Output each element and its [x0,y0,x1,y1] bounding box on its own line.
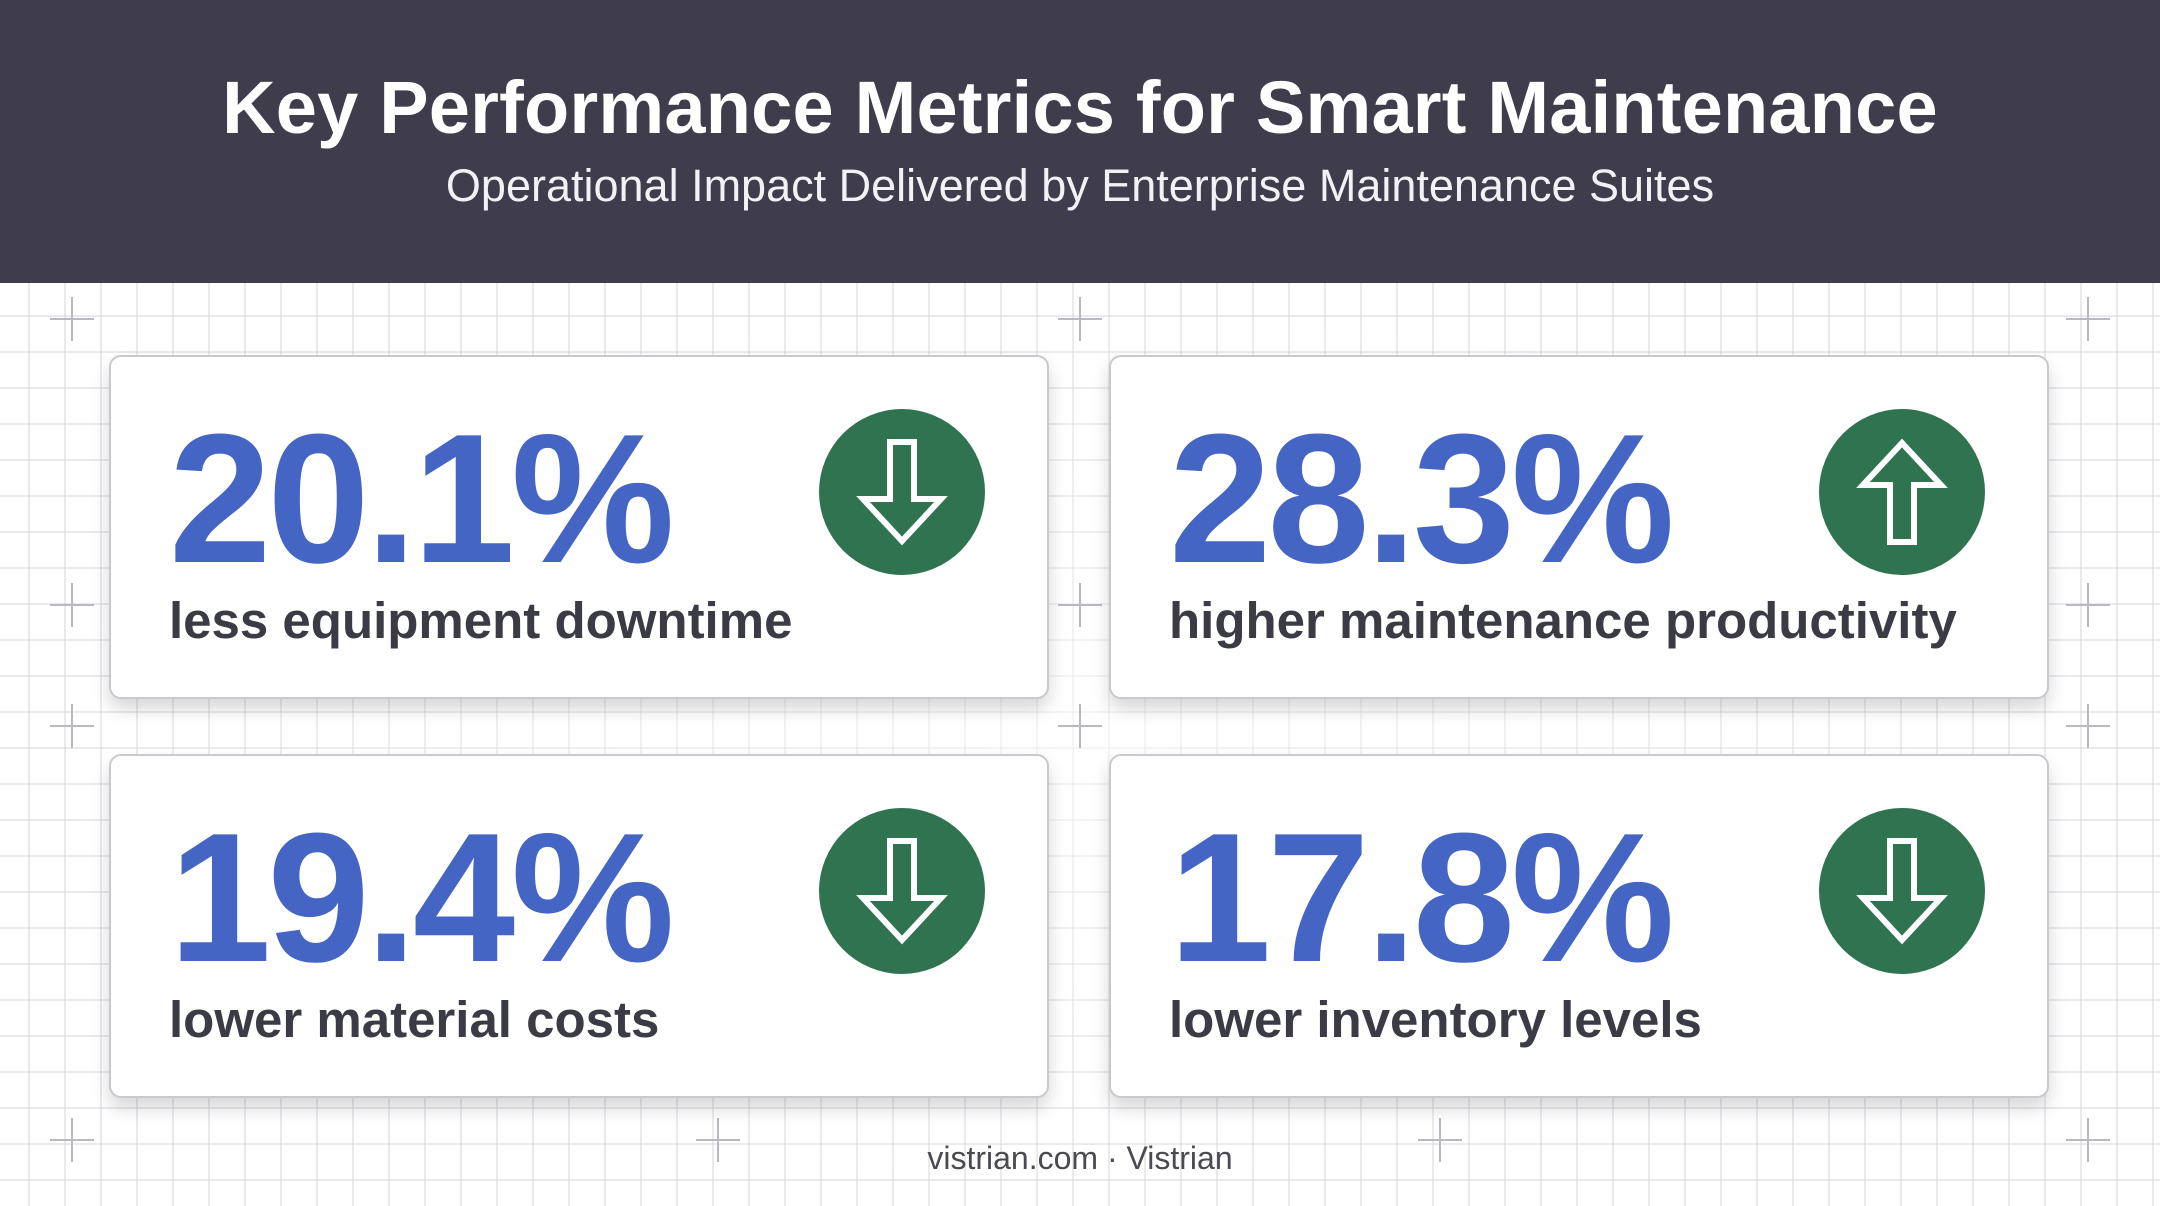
crosshair-mark [2066,704,2110,748]
crosshair-mark [2066,583,2110,627]
header-banner: Key Performance Metrics for Smart Mainte… [0,0,2160,283]
metric-card-productivity: 28.3% higher maintenance productivity [1109,355,2049,699]
arrow-up-icon [1819,409,1985,575]
metric-label: lower material costs [169,991,660,1048]
crosshair-mark [50,297,94,341]
footer-credit: vistrian.com · Vistrian [927,1140,1233,1176]
arrow-down-icon [819,409,985,575]
metric-label: less equipment downtime [169,592,793,649]
metric-label: higher maintenance productivity [1169,592,1957,649]
page-title: Key Performance Metrics for Smart Mainte… [222,66,1938,149]
crosshair-mark [1058,297,1102,341]
metric-card-material-costs: 19.4% lower material costs [109,754,1049,1098]
crosshair-mark [50,583,94,627]
crosshair-mark [1418,1118,1462,1162]
crosshair-mark [50,1118,94,1162]
crosshair-mark [1058,583,1102,627]
arrow-down-icon [819,808,985,974]
metric-value: 20.1% [169,395,675,601]
crosshair-mark [2066,297,2110,341]
metric-value: 19.4% [169,794,675,1000]
crosshair-mark [50,704,94,748]
crosshair-mark [696,1118,740,1162]
page-subtitle: Operational Impact Delivered by Enterpri… [445,160,1715,211]
arrow-down-icon [1819,808,1985,974]
metric-value: 17.8% [1169,794,1675,1000]
metric-card-inventory: 17.8% lower inventory levels [1109,754,2049,1098]
crosshair-mark [1058,704,1102,748]
metric-card-downtime: 20.1% less equipment downtime [109,355,1049,699]
metric-value: 28.3% [1169,395,1675,601]
crosshair-mark [2066,1118,2110,1162]
metric-label: lower inventory levels [1169,991,1702,1048]
